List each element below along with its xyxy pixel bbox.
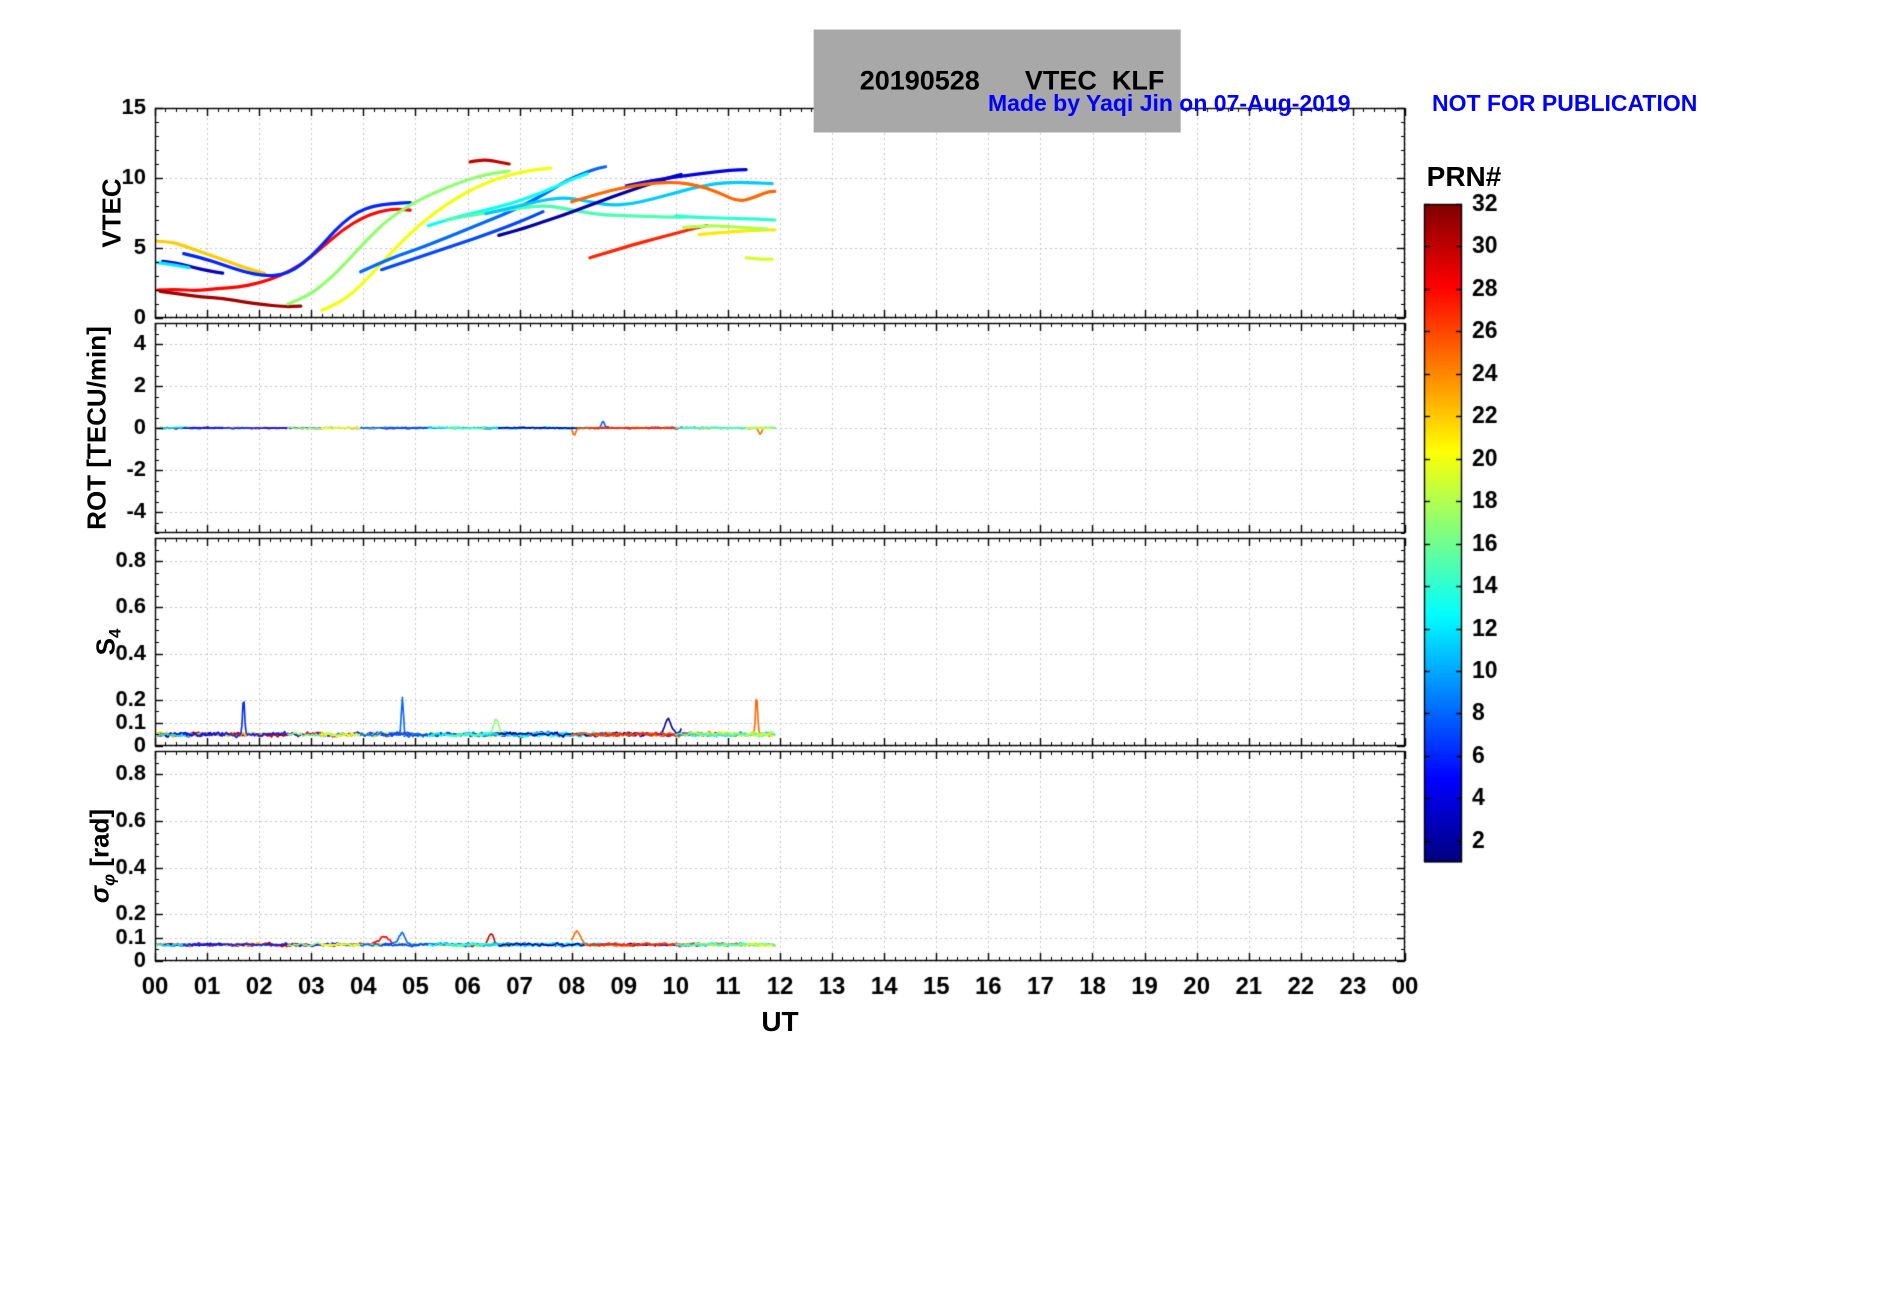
s4-symbol: S bbox=[90, 638, 121, 656]
sigma-unit: [rad] bbox=[84, 808, 115, 874]
x-axis-label: UT bbox=[761, 1006, 799, 1037]
watermark-not-for-publication: NOT FOR PUBLICATION bbox=[1432, 90, 1698, 116]
plot-title: 20190528 VTEC KLF bbox=[813, 29, 1181, 133]
y-axis-label-s4: S4 bbox=[90, 629, 125, 656]
watermark-made-by: Made by Yaqi Jin on 07-Aug-2019 bbox=[988, 90, 1351, 116]
sigma-symbol: σ bbox=[84, 885, 115, 904]
y-axis-label-vtec: VTEC bbox=[96, 178, 127, 248]
y-axis-label-rot: ROT [TECU/min] bbox=[81, 326, 112, 530]
colorbar-title: PRN# bbox=[1426, 161, 1502, 192]
phi-subscript: φ bbox=[99, 873, 119, 886]
plot-title-text: 20190528 VTEC KLF bbox=[859, 65, 1165, 96]
y-axis-label-sigma-phi: σφ [rad] bbox=[84, 809, 119, 903]
s4-subscript: 4 bbox=[105, 628, 125, 639]
